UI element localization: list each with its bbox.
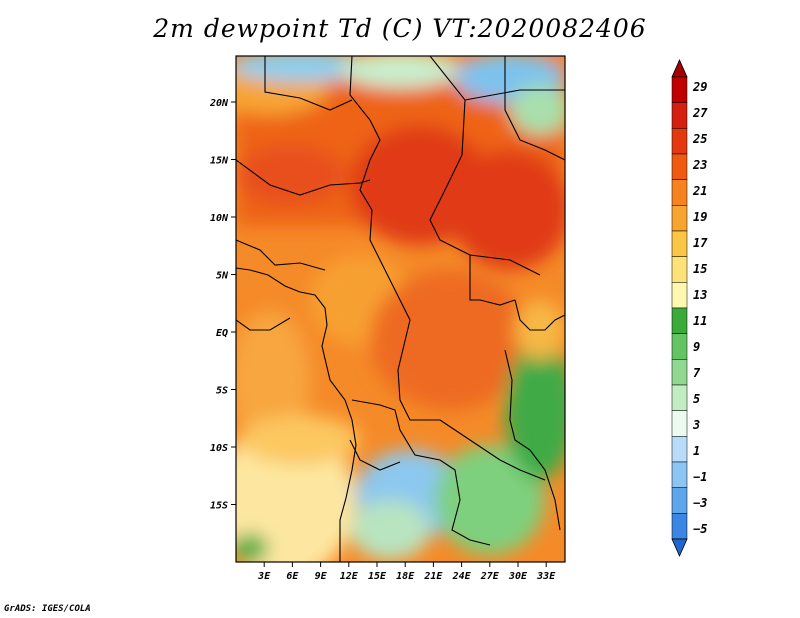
lon-tick-label: 9E <box>315 571 328 582</box>
lat-tick-label: 10N <box>210 213 229 224</box>
colorbar-label: 5 <box>693 392 700 406</box>
colorbar-label: 23 <box>692 158 707 172</box>
colorbar-segment <box>671 179 688 206</box>
colorbar-segment <box>671 230 688 257</box>
colorbar-label: 21 <box>692 184 707 198</box>
lon-tick-label: 12E <box>340 571 359 582</box>
colorbar-label: 27 <box>692 106 708 120</box>
colorbar-segment <box>671 282 688 309</box>
colorbar-label: −5 <box>693 522 707 536</box>
colorbar-label: 29 <box>692 80 707 94</box>
lon-tick-label: 27E <box>480 571 500 582</box>
lon-tick-label: 3E <box>257 571 271 582</box>
colorbar-label: 17 <box>693 236 708 250</box>
map-title: 2m dewpoint Td (C) VT:2020082406 <box>153 14 647 43</box>
grads-credit: GrADS: IGES/COLA <box>4 604 91 614</box>
colorbar-segment <box>671 384 688 411</box>
colorbar-segment <box>671 513 688 540</box>
colorbar-label: 11 <box>693 314 707 328</box>
colorbar-label: −1 <box>693 470 707 484</box>
colorbar-segment <box>671 461 688 488</box>
colorbar-label: 15 <box>693 262 707 276</box>
lat-tick-label: 5N <box>216 271 229 282</box>
colorbar-segment <box>671 102 688 129</box>
colorbar-segment <box>671 436 688 463</box>
colorbar-segment <box>671 333 688 360</box>
colorbar-label: 1 <box>693 444 700 458</box>
colorbar-segment <box>671 153 688 180</box>
latitude-axis: 20N 15N 10N 5N EQ 5S 10S 15S <box>209 98 236 512</box>
colorbar-label: 25 <box>692 132 707 146</box>
country-borders <box>236 56 565 562</box>
lon-tick-label: 24E <box>452 571 472 582</box>
colorbar-segment <box>671 256 688 283</box>
lat-tick-label: EQ <box>216 328 228 339</box>
lat-tick-label: 20N <box>209 98 229 109</box>
colorbar-label: −3 <box>693 496 707 510</box>
lon-tick-label: 33E <box>536 571 556 582</box>
colorbar: 29 27 25 23 21 19 17 15 13 11 9 7 5 3 1 −1 −3 −5 <box>671 59 708 557</box>
longitude-axis: 3E 6E 9E 12E 15E 18E 21E 24E 27E 30E 33E <box>257 562 556 582</box>
colorbar-label: 7 <box>693 366 701 380</box>
lon-tick-label: 15E <box>368 571 387 582</box>
colorbar-segment <box>671 307 688 334</box>
lat-tick-label: 5S <box>216 386 228 397</box>
colorbar-label: 9 <box>693 340 700 354</box>
colorbar-label: 13 <box>693 288 707 302</box>
lat-tick-label: 10S <box>210 443 228 454</box>
map-frame <box>235 55 566 563</box>
colorbar-bottom-triangle <box>671 538 688 557</box>
colorbar-segment <box>671 410 688 437</box>
colorbar-top-triangle <box>671 59 688 78</box>
colorbar-segment <box>671 359 688 386</box>
colorbar-label: 19 <box>693 210 707 224</box>
lon-tick-label: 30E <box>508 571 528 582</box>
colorbar-label: 3 <box>692 418 700 432</box>
dewpoint-field <box>236 56 565 562</box>
lon-tick-label: 18E <box>396 571 415 582</box>
colorbar-segment <box>671 487 688 514</box>
lon-tick-label: 21E <box>423 571 443 582</box>
lon-tick-label: 6E <box>286 571 299 582</box>
lat-tick-label: 15N <box>210 156 229 167</box>
lat-tick-label: 15S <box>210 501 228 512</box>
colorbar-segment <box>671 76 688 103</box>
colorbar-segment <box>671 205 688 232</box>
colorbar-segment <box>671 128 688 155</box>
